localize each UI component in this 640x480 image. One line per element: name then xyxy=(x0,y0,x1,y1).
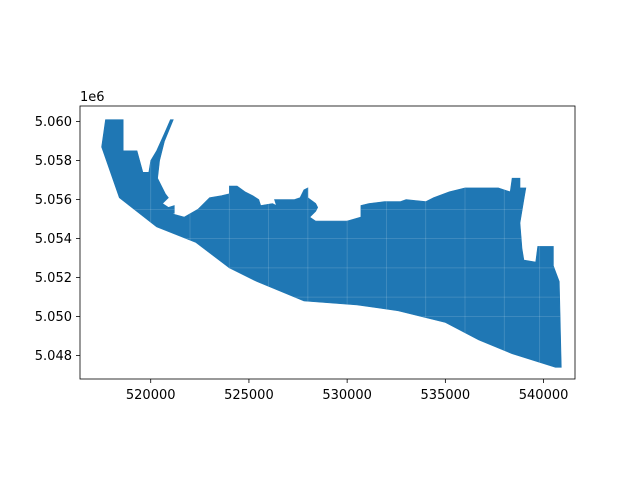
y-axis: 5.048 5.050 5.052 5.054 5.056 5.058 5.060 xyxy=(35,115,80,364)
x-tick-label: 535000 xyxy=(421,388,471,403)
x-tick-label: 530000 xyxy=(322,388,372,403)
axes-frame xyxy=(79,105,576,380)
x-axis: 520000 525000 530000 535000 540000 xyxy=(126,379,568,403)
region-polygon xyxy=(101,119,562,368)
y-tick-label: 5.058 xyxy=(35,154,72,169)
x-tick-label: 520000 xyxy=(126,388,176,403)
y-tick-label: 5.050 xyxy=(35,310,72,325)
y-tick-label: 5.056 xyxy=(35,193,72,208)
y-tick-label: 5.054 xyxy=(35,232,72,247)
y-tick-label: 5.060 xyxy=(35,115,72,130)
x-tick-label: 540000 xyxy=(519,388,569,403)
region-layer xyxy=(101,119,562,368)
y-tick-label: 5.048 xyxy=(35,349,72,364)
x-tick-label: 525000 xyxy=(224,388,274,403)
axis-offset-label: 1e6 xyxy=(80,90,105,105)
y-tick-label: 5.052 xyxy=(35,271,72,286)
